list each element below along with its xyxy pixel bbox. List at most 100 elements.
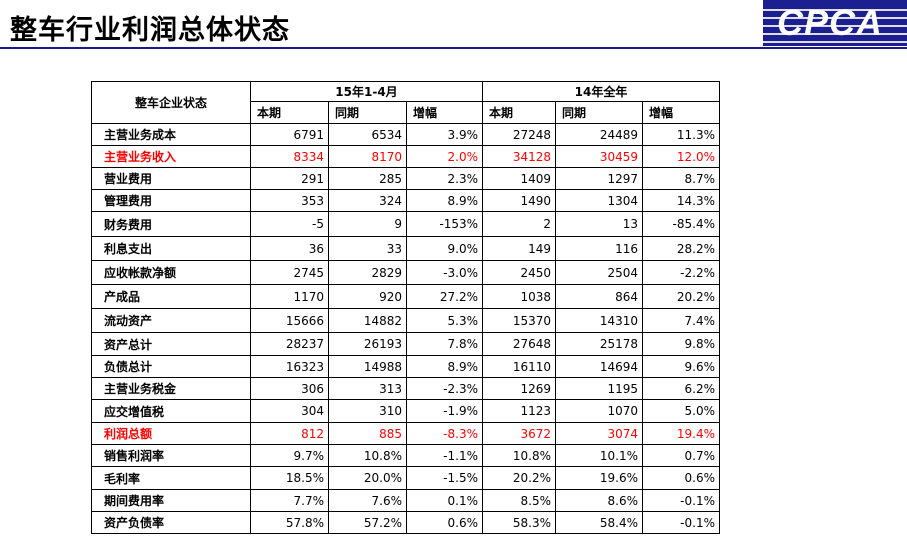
value-cell: 8.6% <box>555 489 643 512</box>
value-cell: -1.1% <box>406 444 483 467</box>
value-cell: -85.4% <box>642 211 720 237</box>
table-row: 销售利润率 9.7% 10.8% -1.1% 10.8% 10.1% 0.7% <box>91 444 720 467</box>
value-cell: 15666 <box>250 308 329 333</box>
row-label: 毛利率 <box>91 466 251 490</box>
value-cell: 8170 <box>328 145 407 168</box>
table-row: 期间费用率 7.7% 7.6% 0.1% 8.5% 8.6% -0.1% <box>91 489 720 512</box>
group-header-2014: 14年全年 <box>482 81 720 102</box>
value-cell: 291 <box>250 167 329 190</box>
value-cell: -0.1% <box>642 489 720 512</box>
row-label: 主营业务成本 <box>91 123 251 146</box>
value-cell: 8.7% <box>642 167 720 190</box>
row-label: 利息支出 <box>91 236 251 261</box>
value-cell: 353 <box>250 189 329 212</box>
value-cell: 1038 <box>482 284 556 309</box>
value-cell: 58.3% <box>482 511 556 534</box>
value-cell: 27248 <box>482 123 556 146</box>
value-cell: 1490 <box>482 189 556 212</box>
value-cell: 6.2% <box>642 377 720 400</box>
value-cell: 28.2% <box>642 236 720 261</box>
value-cell: 7.6% <box>328 489 407 512</box>
value-cell: 3672 <box>482 422 556 445</box>
row-label: 管理费用 <box>91 189 251 212</box>
col-header: 本期 <box>482 101 556 124</box>
value-cell: 20.0% <box>328 466 407 490</box>
value-cell: 33 <box>328 236 407 261</box>
row-label: 财务费用 <box>91 211 251 237</box>
value-cell: 11.3% <box>642 123 720 146</box>
value-cell: 304 <box>250 399 329 423</box>
value-cell: 6791 <box>250 123 329 146</box>
value-cell: 28237 <box>250 332 329 356</box>
value-cell: 26193 <box>328 332 407 356</box>
value-cell: 9.0% <box>406 236 483 261</box>
table-row: 资产负债率 57.8% 57.2% 0.6% 58.3% 58.4% -0.1% <box>91 511 720 534</box>
value-cell: 7.8% <box>406 332 483 356</box>
value-cell: 1195 <box>555 377 643 400</box>
value-cell: -153% <box>406 211 483 237</box>
value-cell: 1070 <box>555 399 643 423</box>
value-cell: 30459 <box>555 145 643 168</box>
value-cell: 6534 <box>328 123 407 146</box>
value-cell: 58.4% <box>555 511 643 534</box>
value-cell: -3.0% <box>406 260 483 285</box>
value-cell: 14988 <box>328 355 407 378</box>
value-cell: 3.9% <box>406 123 483 146</box>
table-row: 主营业务成本 6791 6534 3.9% 27248 24489 11.3% <box>91 123 720 146</box>
value-cell: 12.0% <box>642 145 720 168</box>
profit-status-table: 整车企业状态 15年1-4月 14年全年 本期 同期 增幅 本期 同期 增幅 主… <box>91 81 720 534</box>
value-cell: 2745 <box>250 260 329 285</box>
col-header: 同期 <box>555 101 643 124</box>
value-cell: 2 <box>482 211 556 237</box>
value-cell: 0.7% <box>642 444 720 467</box>
value-cell: 14694 <box>555 355 643 378</box>
col-header: 同期 <box>328 101 407 124</box>
value-cell: 14882 <box>328 308 407 333</box>
value-cell: 8.9% <box>406 189 483 212</box>
row-label: 应收帐款净额 <box>91 260 251 285</box>
value-cell: 0.6% <box>406 511 483 534</box>
table-row: 产成品 1170 920 27.2% 1038 864 20.2% <box>91 284 720 309</box>
value-cell: 3074 <box>555 422 643 445</box>
row-label: 流动资产 <box>91 308 251 333</box>
table-row: 主营业务收入 8334 8170 2.0% 34128 30459 12.0% <box>91 145 720 168</box>
table-row: 毛利率 18.5% 20.0% -1.5% 20.2% 19.6% 0.6% <box>91 466 720 490</box>
table-row: 负债总计 16323 14988 8.9% 16110 14694 9.6% <box>91 355 720 378</box>
value-cell: 19.4% <box>642 422 720 445</box>
value-cell: 2.0% <box>406 145 483 168</box>
value-cell: 19.6% <box>555 466 643 490</box>
value-cell: 306 <box>250 377 329 400</box>
table-row: 主营业务税金 306 313 -2.3% 1269 1195 6.2% <box>91 377 720 400</box>
value-cell: 24489 <box>555 123 643 146</box>
value-cell: 10.8% <box>328 444 407 467</box>
row-label: 主营业务收入 <box>91 145 251 168</box>
table-row: 营业费用 291 285 2.3% 1409 1297 8.7% <box>91 167 720 190</box>
value-cell: 324 <box>328 189 407 212</box>
row-label: 期间费用率 <box>91 489 251 512</box>
value-cell: 1123 <box>482 399 556 423</box>
value-cell: 1409 <box>482 167 556 190</box>
col-header: 增幅 <box>642 101 720 124</box>
value-cell: 14310 <box>555 308 643 333</box>
value-cell: 0.1% <box>406 489 483 512</box>
value-cell: 9.7% <box>250 444 329 467</box>
value-cell: 10.8% <box>482 444 556 467</box>
page-title: 整车行业利润总体状态 <box>10 15 290 46</box>
value-cell: 9.6% <box>642 355 720 378</box>
value-cell: 116 <box>555 236 643 261</box>
value-cell: 57.2% <box>328 511 407 534</box>
value-cell: 16110 <box>482 355 556 378</box>
row-label: 主营业务税金 <box>91 377 251 400</box>
value-cell: 57.8% <box>250 511 329 534</box>
col-header: 增幅 <box>406 101 483 124</box>
value-cell: 2.3% <box>406 167 483 190</box>
value-cell: -5 <box>250 211 329 237</box>
value-cell: 27.2% <box>406 284 483 309</box>
logo-text: CPCA <box>777 2 884 43</box>
value-cell: -2.2% <box>642 260 720 285</box>
table-row: 应交增值税 304 310 -1.9% 1123 1070 5.0% <box>91 399 720 423</box>
value-cell: 16323 <box>250 355 329 378</box>
title-divider <box>0 47 907 49</box>
value-cell: 27648 <box>482 332 556 356</box>
table-row: 管理费用 353 324 8.9% 1490 1304 14.3% <box>91 189 720 212</box>
